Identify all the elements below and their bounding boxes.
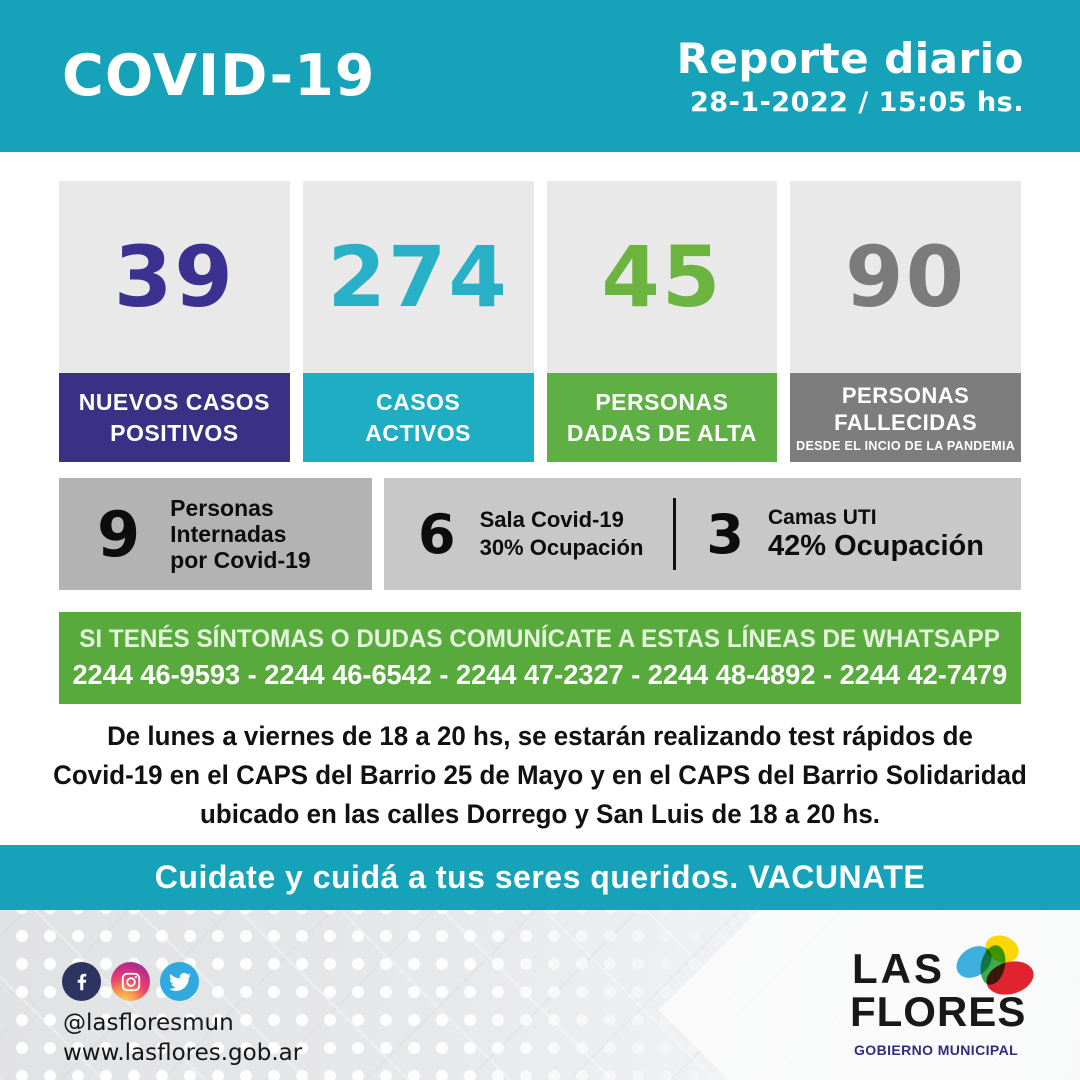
logo-text-flores: FLORES [850,988,1027,1035]
hospital-row: 9 Personas Internadas por Covid-19 6 Sal… [59,478,1021,590]
stat-card-nuevos-casos: 39 NUEVOS CASOS POSITIVOS [59,181,290,462]
nuevos-casos-label: NUEVOS CASOS POSITIVOS [59,373,290,462]
report-datetime: 28-1-2022 / 15:05 hs. [690,87,1024,118]
sala-covid-group: 6 Sala Covid-19 30% Ocupación [418,503,643,566]
nuevos-casos-value: 39 [113,228,235,326]
camas-uti-group: 3 Camas UTI 42% Ocupación [706,503,984,566]
label-line: DADAS DE ALTA [566,419,757,446]
camas-uti-value: 3 [706,502,744,566]
header-band: COVID-19 Reporte diario 28-1-2022 / 15:0… [0,0,1080,152]
label-line: Sala Covid-19 [479,507,624,532]
label-line: 30% Ocupación [479,535,644,560]
internadas-box: 9 Personas Internadas por Covid-19 [59,478,372,590]
stat-cards-row: 39 NUEVOS CASOS POSITIVOS 274 CASOS ACTI… [59,181,1021,462]
label-line: CASOS [375,388,461,415]
stat-card-casos-activos: 274 CASOS ACTIVOS [302,181,534,462]
logo-text-las: LAS [852,945,945,992]
announcement-line: ubicado en las calles Dorrego y San Luis… [200,799,880,829]
las-flores-logo: LAS FLORES GOBIERNO MUNICIPAL [848,935,1034,1068]
ocupacion-box: 6 Sala Covid-19 30% Ocupación 3 Camas UT… [384,478,1021,590]
sala-covid-value: 6 [418,502,456,566]
footer-contacts: @lasfloresmun www.lasflores.gob.ar [63,1008,302,1068]
twitter-icon [160,962,199,1001]
footer: @lasfloresmun www.lasflores.gob.ar LAS F… [0,910,1080,1080]
dadas-de-alta-value: 45 [601,228,723,326]
stat-number-area: 45 [546,181,778,373]
internadas-value: 9 [97,497,141,571]
stat-number-area: 274 [302,181,534,373]
website-url: www.lasflores.gob.ar [63,1040,303,1066]
fallecidas-sublabel: DESDE EL INCIO DE LA PANDEMIA [796,438,1016,453]
vertical-divider [673,498,677,570]
camas-uti-label: Camas UTI 42% Ocupación [768,506,984,563]
vaccination-banner-text: Cuidate y cuidá a tus seres queridos. VA… [154,859,926,895]
label-line: por Covid-19 [170,547,311,573]
report-info: Reporte diario 28-1-2022 / 15:05 hs. [677,34,1024,118]
label-line: PERSONAS [841,382,970,408]
stat-card-dadas-de-alta: 45 PERSONAS DADAS DE ALTA [546,181,778,462]
stat-number-area: 39 [59,181,290,373]
vaccination-banner: Cuidate y cuidá a tus seres queridos. VA… [0,845,1080,910]
label-line: FALLECIDAS [834,409,978,435]
announcement-line: Covid-19 en el CAPS del Barrio 25 de May… [53,760,1027,790]
label-line: POSITIVOS [110,419,239,446]
instagram-icon [111,962,150,1001]
sala-covid-label: Sala Covid-19 30% Ocupación [480,506,644,562]
social-handle: @lasfloresmun [63,1010,234,1036]
whatsapp-heading: SI TENÉS SÍNTOMAS O DUDAS COMUNÍCATE A E… [79,625,1001,653]
casos-activos-label: CASOS ACTIVOS [302,373,534,462]
label-line: Camas UTI [768,505,877,529]
label-line: ACTIVOS [365,419,471,446]
report-label: Reporte diario [676,34,1024,83]
logo-subtitle: GOBIERNO MUNICIPAL [854,1042,1019,1058]
label-line: Personas [170,495,274,521]
fallecidas-label: PERSONAS FALLECIDAS DESDE EL INCIO DE LA… [790,373,1021,462]
stat-number-area: 90 [790,181,1021,373]
las-flores-flower-icon [956,935,1034,995]
fallecidas-value: 90 [845,228,967,326]
page-title: COVID-19 [62,43,376,109]
announcement-line: De lunes a viernes de 18 a 20 hs, se est… [107,721,973,751]
label-line: NUEVOS CASOS [78,388,271,415]
social-icons [62,962,199,1001]
stat-card-fallecidas: 90 PERSONAS FALLECIDAS DESDE EL INCIO DE… [790,181,1021,462]
internadas-label: Personas Internadas por Covid-19 [170,495,311,573]
whatsapp-band: SI TENÉS SÍNTOMAS O DUDAS COMUNÍCATE A E… [59,612,1021,704]
testing-announcement: De lunes a viernes de 18 a 20 hs, se est… [30,717,1050,834]
whatsapp-numbers: 2244 46-9593 - 2244 46-6542 - 2244 47-23… [72,659,1008,690]
dadas-de-alta-label: PERSONAS DADAS DE ALTA [546,373,778,462]
label-line: 42% Ocupación [768,529,984,562]
label-line: PERSONAS [595,388,729,415]
facebook-icon [62,962,101,1001]
label-line: Internadas [170,521,287,547]
casos-activos-value: 274 [327,228,509,326]
